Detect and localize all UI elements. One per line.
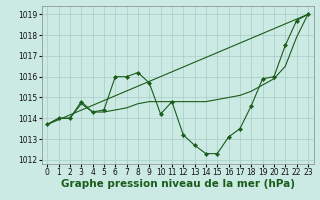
X-axis label: Graphe pression niveau de la mer (hPa): Graphe pression niveau de la mer (hPa) <box>60 179 295 189</box>
